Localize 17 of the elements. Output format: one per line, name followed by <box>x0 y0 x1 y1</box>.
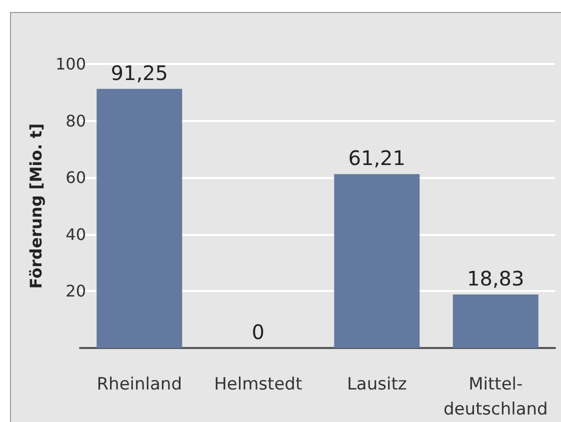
data-label: 61,21 <box>348 146 406 170</box>
y-tick-label: 100 <box>55 54 86 74</box>
data-label: 18,83 <box>466 266 524 291</box>
bar <box>334 174 420 348</box>
data-label: 0 <box>252 320 264 344</box>
y-tick-label: 20 <box>66 282 86 301</box>
data-label: 91,25 <box>110 60 168 85</box>
y-tick-label: 40 <box>66 224 86 244</box>
x-tick-label: Lausitz <box>346 374 407 394</box>
y-axis-title: Förderung [Mio. t] <box>26 123 46 289</box>
bar <box>452 294 538 348</box>
x-tick-label: Helmstedt <box>214 374 302 394</box>
x-tick-label: Mittel- deutschland <box>443 374 548 420</box>
bar <box>96 88 182 348</box>
y-tick-label: 60 <box>66 168 86 188</box>
y-tick-label: 80 <box>66 111 86 130</box>
x-tick-label: Rheinland <box>96 374 182 394</box>
